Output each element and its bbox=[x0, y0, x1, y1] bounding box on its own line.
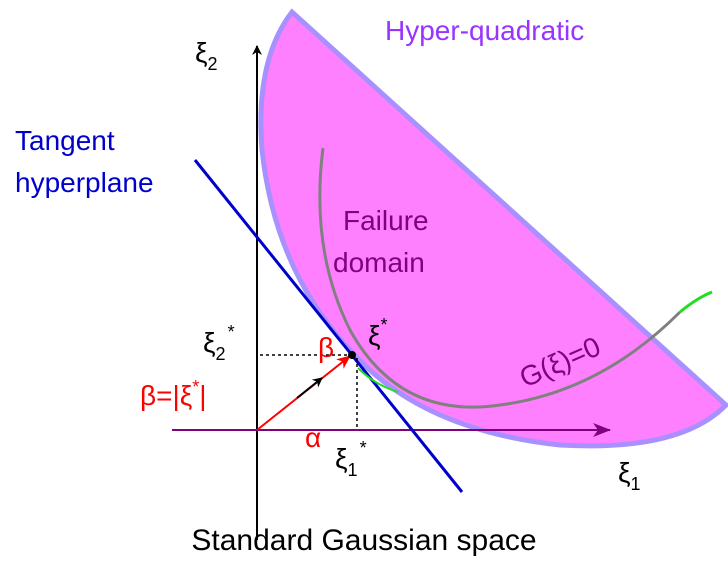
subscript: 1 bbox=[348, 460, 358, 480]
text: ξ bbox=[618, 457, 631, 488]
superscript: * bbox=[228, 322, 235, 342]
tangent-label: hyperplane bbox=[15, 167, 154, 198]
beta-label: β bbox=[318, 332, 334, 363]
tangent-label: Tangent bbox=[15, 125, 115, 156]
beta-definition: β=|ξ*| bbox=[140, 377, 207, 411]
text: | bbox=[199, 380, 206, 411]
design-point-label: ξ* bbox=[368, 315, 388, 351]
failure-label: Failure bbox=[343, 205, 429, 236]
x-axis-label: ξ1 bbox=[618, 457, 641, 494]
x-star-label: ξ1* bbox=[335, 438, 367, 480]
limit-state-curve-tangent-part bbox=[357, 367, 399, 393]
diagram-title: Standard Gaussian space bbox=[191, 524, 536, 557]
superscript: * bbox=[381, 315, 388, 335]
y-star-label: ξ2* bbox=[203, 322, 235, 364]
tangent-hyperplane bbox=[193, 159, 464, 493]
limit-state-curve-extension bbox=[679, 290, 713, 314]
subscript: 1 bbox=[631, 474, 641, 494]
superscript: * bbox=[360, 438, 367, 458]
text: ξ bbox=[195, 37, 208, 68]
text: ξ bbox=[203, 327, 216, 358]
hyper-quadratic-label: Hyper-quadratic bbox=[385, 15, 584, 46]
hyper-quadratic-region bbox=[258, 8, 728, 449]
limit-state-curve bbox=[318, 147, 682, 409]
text: ξ bbox=[335, 443, 348, 474]
subscript: 2 bbox=[208, 54, 218, 74]
design-point bbox=[348, 351, 356, 359]
text: ξ bbox=[368, 320, 381, 351]
superscript: * bbox=[192, 377, 199, 397]
y-axis-label: ξ2 bbox=[195, 37, 218, 74]
failure-label: domain bbox=[333, 247, 425, 278]
text: β=|ξ bbox=[140, 380, 192, 411]
subscript: 2 bbox=[216, 344, 226, 364]
alpha-vector bbox=[296, 377, 323, 399]
alpha-label: α bbox=[305, 422, 321, 453]
